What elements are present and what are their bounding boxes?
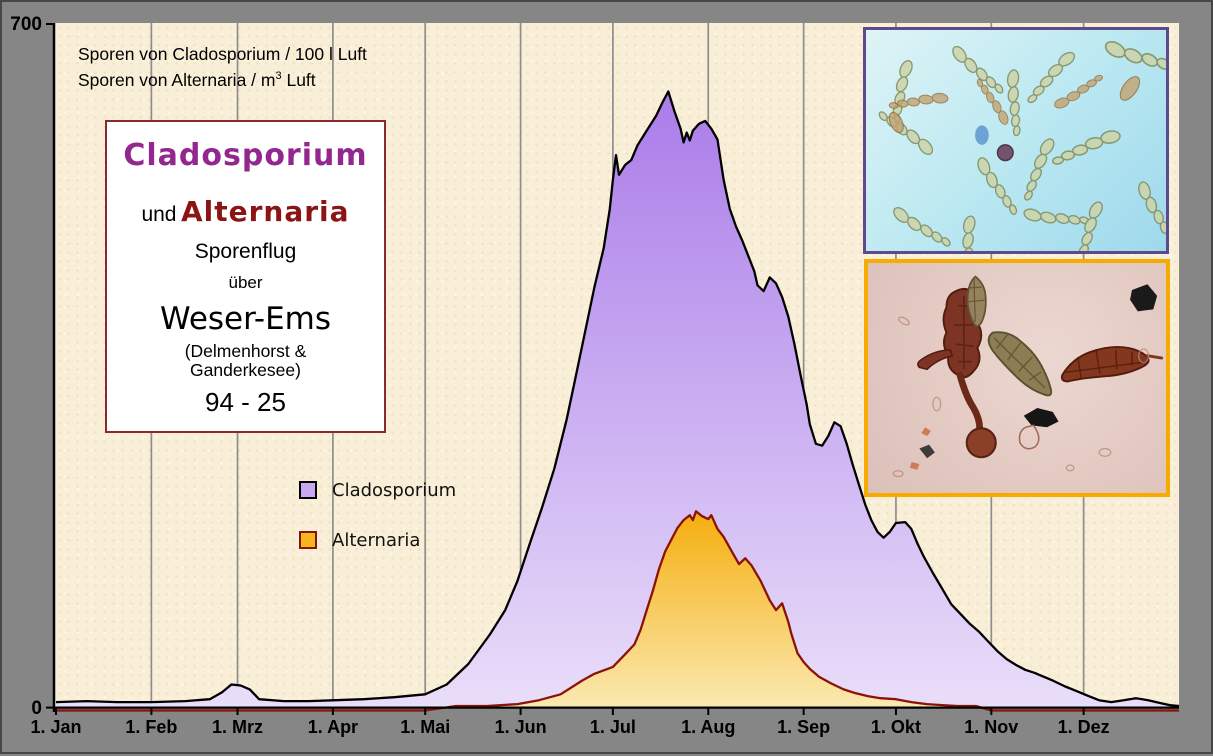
title-ueber: über	[228, 273, 263, 292]
alternaria-spores-illustration	[892, 275, 1164, 478]
alternaria-small-spore	[966, 275, 987, 327]
x-axis-labels: 1. Jan 1. Feb 1. Mrz 1. Apr 1. Mai 1. Jun 1. J…	[2, 717, 1213, 743]
title-region: Weser-Ems	[159, 301, 331, 337]
cladosporium-micrograph	[863, 27, 1169, 254]
alternaria-swatch-icon	[299, 531, 317, 549]
x-tick-label: 1. Mai	[400, 717, 451, 737]
x-tick-label: 1. Sep	[777, 717, 831, 737]
legend-label-alternaria: Alternaria	[332, 529, 421, 551]
cladosporium-swatch-icon	[299, 481, 317, 499]
alternaria-right-spore	[1060, 345, 1164, 383]
title-years: 94 - 25	[205, 387, 286, 417]
x-tick-label: 1. Okt	[870, 717, 921, 737]
x-tick-label: 1. Jan	[30, 717, 82, 737]
y-axis-max-label: 700	[10, 14, 42, 35]
units-line-alternaria: Sporen von Alternaria / m3 Luft	[78, 69, 316, 90]
x-tick-label: 1. Nov	[964, 717, 1019, 737]
legend-label-cladosporium: Cladosporium	[332, 479, 457, 501]
blue-spore	[975, 125, 989, 145]
x-tick-label: 1. Aug	[681, 717, 736, 737]
debris-speck	[1023, 407, 1059, 428]
chart-title-box: Cladosporium und Alternaria Sporenflug ü…	[105, 120, 386, 433]
title-genus-alternaria-line: und Alternaria	[141, 195, 350, 228]
x-tick-label: 1. Jun	[494, 717, 547, 737]
title-towns: (Delmenhorst & Ganderkesee)	[184, 341, 307, 380]
x-tick-label: 1. Jul	[589, 717, 636, 737]
alternaria-micrograph	[864, 259, 1170, 497]
legend-item-alternaria: Alternaria	[299, 529, 456, 551]
x-tick-label: 1. Apr	[307, 717, 359, 737]
legend-item-cladosporium: Cladosporium	[299, 479, 456, 501]
x-tick-label: 1. Dez	[1057, 717, 1110, 737]
x-tick-label: 1. Mrz	[212, 717, 264, 737]
x-tick-label: 1. Feb	[125, 717, 178, 737]
alternaria-olive-spore	[987, 331, 1053, 397]
units-annotation: Sporen von Cladosporium / 100 l Luft Spo…	[78, 43, 367, 91]
debris-speck	[1130, 284, 1158, 312]
y-axis-min-label: 0	[31, 698, 42, 719]
cladosporium-spores-illustration	[876, 30, 1166, 251]
units-line-cladosporium: Sporen von Cladosporium / 100 l Luft	[78, 44, 367, 64]
title-genus-cladosporium: Cladosporium	[123, 138, 368, 173]
title-sporenflug: Sporenflug	[194, 240, 297, 263]
legend: Cladosporium Alternaria	[299, 479, 456, 579]
